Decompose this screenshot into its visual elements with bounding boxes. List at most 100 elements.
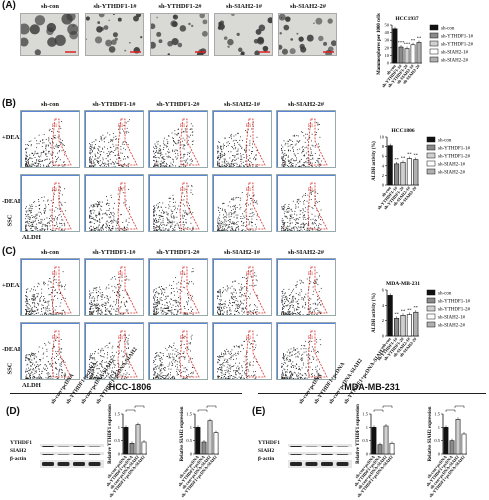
gate-label: P1	[308, 336, 314, 341]
y-tick-label: 10	[385, 53, 390, 58]
column-title: sh-YTHDF1-2#	[158, 3, 202, 10]
flow-plot: P1	[20, 322, 80, 380]
scatter-dots: P1	[213, 323, 271, 379]
gate-label: P1	[180, 336, 186, 341]
legend-label: sh-YTHDF1-2#	[438, 308, 470, 313]
y-tick-label: 30	[385, 38, 390, 43]
gate-outline	[307, 266, 328, 314]
gate-label: P1	[180, 124, 186, 129]
aldh-axis-label: ALDH	[22, 234, 41, 241]
gate-outline	[51, 182, 72, 230]
y-tick-label: 1.5	[434, 412, 440, 417]
y-tick-label: 1.5	[362, 412, 368, 417]
panel-label-b: (B)	[2, 98, 16, 109]
significance-bracket	[134, 405, 145, 408]
column-title: sh-con	[40, 101, 60, 108]
y-tick-label: 1	[366, 425, 368, 430]
bar	[135, 424, 141, 455]
legend-label: sh-SIAH2-2#	[441, 59, 468, 64]
legend-swatch	[429, 32, 439, 39]
legend-label: sh-SIAH2-2#	[438, 171, 465, 176]
column-title: sh-YTHDF1-1#	[92, 101, 136, 108]
y-tick-label: 1	[118, 425, 120, 430]
gate-label: P1	[52, 124, 58, 129]
y-axis-label: Relative SIAH2 expression	[180, 406, 185, 461]
bar	[406, 158, 412, 186]
gate-label: P1	[118, 336, 124, 341]
y-tick-label: 0	[438, 452, 441, 457]
legend-label: sh-YTHDF1-1#	[441, 35, 473, 40]
row-label: -DEAB	[2, 346, 23, 353]
bar	[377, 444, 383, 455]
chart-E1: 00.511.5sh-con+pcDNAsh-YTHDF1+pcDNAsh-co…	[353, 404, 395, 498]
scatter-dots: P1	[21, 259, 79, 315]
flow-plot: P1	[276, 110, 336, 168]
legend-swatch	[429, 24, 439, 31]
significance-bracket	[382, 405, 393, 408]
scatter-dots: P1	[149, 111, 207, 167]
scatter-dots: P1	[277, 111, 335, 167]
column-title: sh-YTHDF1-2#	[156, 249, 200, 256]
chart-title: HCC1937	[395, 16, 418, 22]
gate-outline	[179, 330, 200, 378]
y-tick-label: 2	[382, 318, 384, 323]
bar	[394, 318, 400, 337]
gate-outline	[117, 330, 138, 378]
legend-label: sh-YTHDF1-2#	[441, 43, 473, 48]
gate-outline	[179, 266, 200, 314]
chart-C: 0 2 4 6 sh-con ** sh-YTHDF1-1# ** sh-YTHDF1-2# **…	[372, 281, 470, 361]
legend-swatch	[429, 56, 439, 63]
gate-label: P1	[52, 188, 58, 193]
significance-mark: **	[394, 311, 399, 316]
legend-label: sh-SIAH2-1#	[441, 51, 468, 56]
flow-plot: P1	[212, 258, 272, 316]
bar	[213, 432, 219, 455]
gate-outline	[179, 118, 200, 166]
gate-outline	[179, 182, 200, 230]
chart-A: 0 10 20 30 40 50 sh-con *** sh-YTHDF1-1# *** sh-YT…	[377, 13, 473, 88]
legend-swatch	[426, 152, 436, 159]
panel-label-c: (C)	[2, 246, 16, 257]
chart-title: MDA-MB-231	[386, 281, 420, 287]
column-title: sh-YTHDF1-2#	[156, 101, 200, 108]
legend-swatch	[426, 321, 436, 328]
legend-swatch	[426, 136, 436, 143]
scatter-dots: P1	[149, 323, 207, 379]
legend-swatch	[426, 305, 436, 312]
column-title: sh-con	[40, 3, 60, 10]
band-label: SIAH2	[10, 448, 27, 454]
chart-B: 0 2 4 6 8 10 sh-con ** sh-YTHDF1-1# ** sh-YTHDF1-2…	[372, 128, 470, 210]
y-tick-label: 1.5	[186, 412, 192, 417]
legend-swatch	[426, 297, 436, 304]
y-tick-label: 0.5	[362, 438, 368, 443]
significance-mark: **	[407, 308, 412, 313]
mammosphere-photo	[85, 13, 144, 56]
bar	[383, 425, 389, 455]
column-title: sh-SIAH2-1#	[223, 249, 261, 256]
bar	[410, 44, 416, 64]
flow-plot: P1	[276, 174, 336, 232]
bar	[389, 443, 395, 455]
legend-label: sh-con	[438, 292, 452, 297]
sphere-image	[151, 14, 208, 55]
column-title: sh-SIAH2-2#	[289, 3, 327, 10]
scatter-dots: P1	[85, 111, 143, 167]
band-label: YTHDF1	[10, 440, 32, 446]
bar	[392, 28, 398, 64]
row-label: +DEAB	[2, 282, 24, 289]
chart-D2: 00.511.5sh-con+pcDNAsh-YTHDF1+pcDNAsh-co…	[177, 405, 219, 498]
significance-mark: **	[411, 38, 416, 43]
scatter-dots: P1	[85, 259, 143, 315]
gate-outline	[51, 330, 72, 378]
scatter-dots: P1	[277, 259, 335, 315]
panel-label-a: (A)	[2, 0, 16, 11]
gate-label: P1	[118, 124, 124, 129]
blot-strip	[40, 460, 104, 468]
y-axis-label: ALDH activity (%)	[372, 293, 377, 333]
scatter-dots: P1	[85, 323, 143, 379]
y-tick-label: 0	[387, 61, 390, 66]
column-title: sh-SIAH2-2#	[287, 249, 325, 256]
band-label: YTHDF1	[258, 440, 280, 446]
y-axis-label: Relative YTHDF1 expression	[108, 404, 113, 464]
bar	[387, 145, 393, 186]
